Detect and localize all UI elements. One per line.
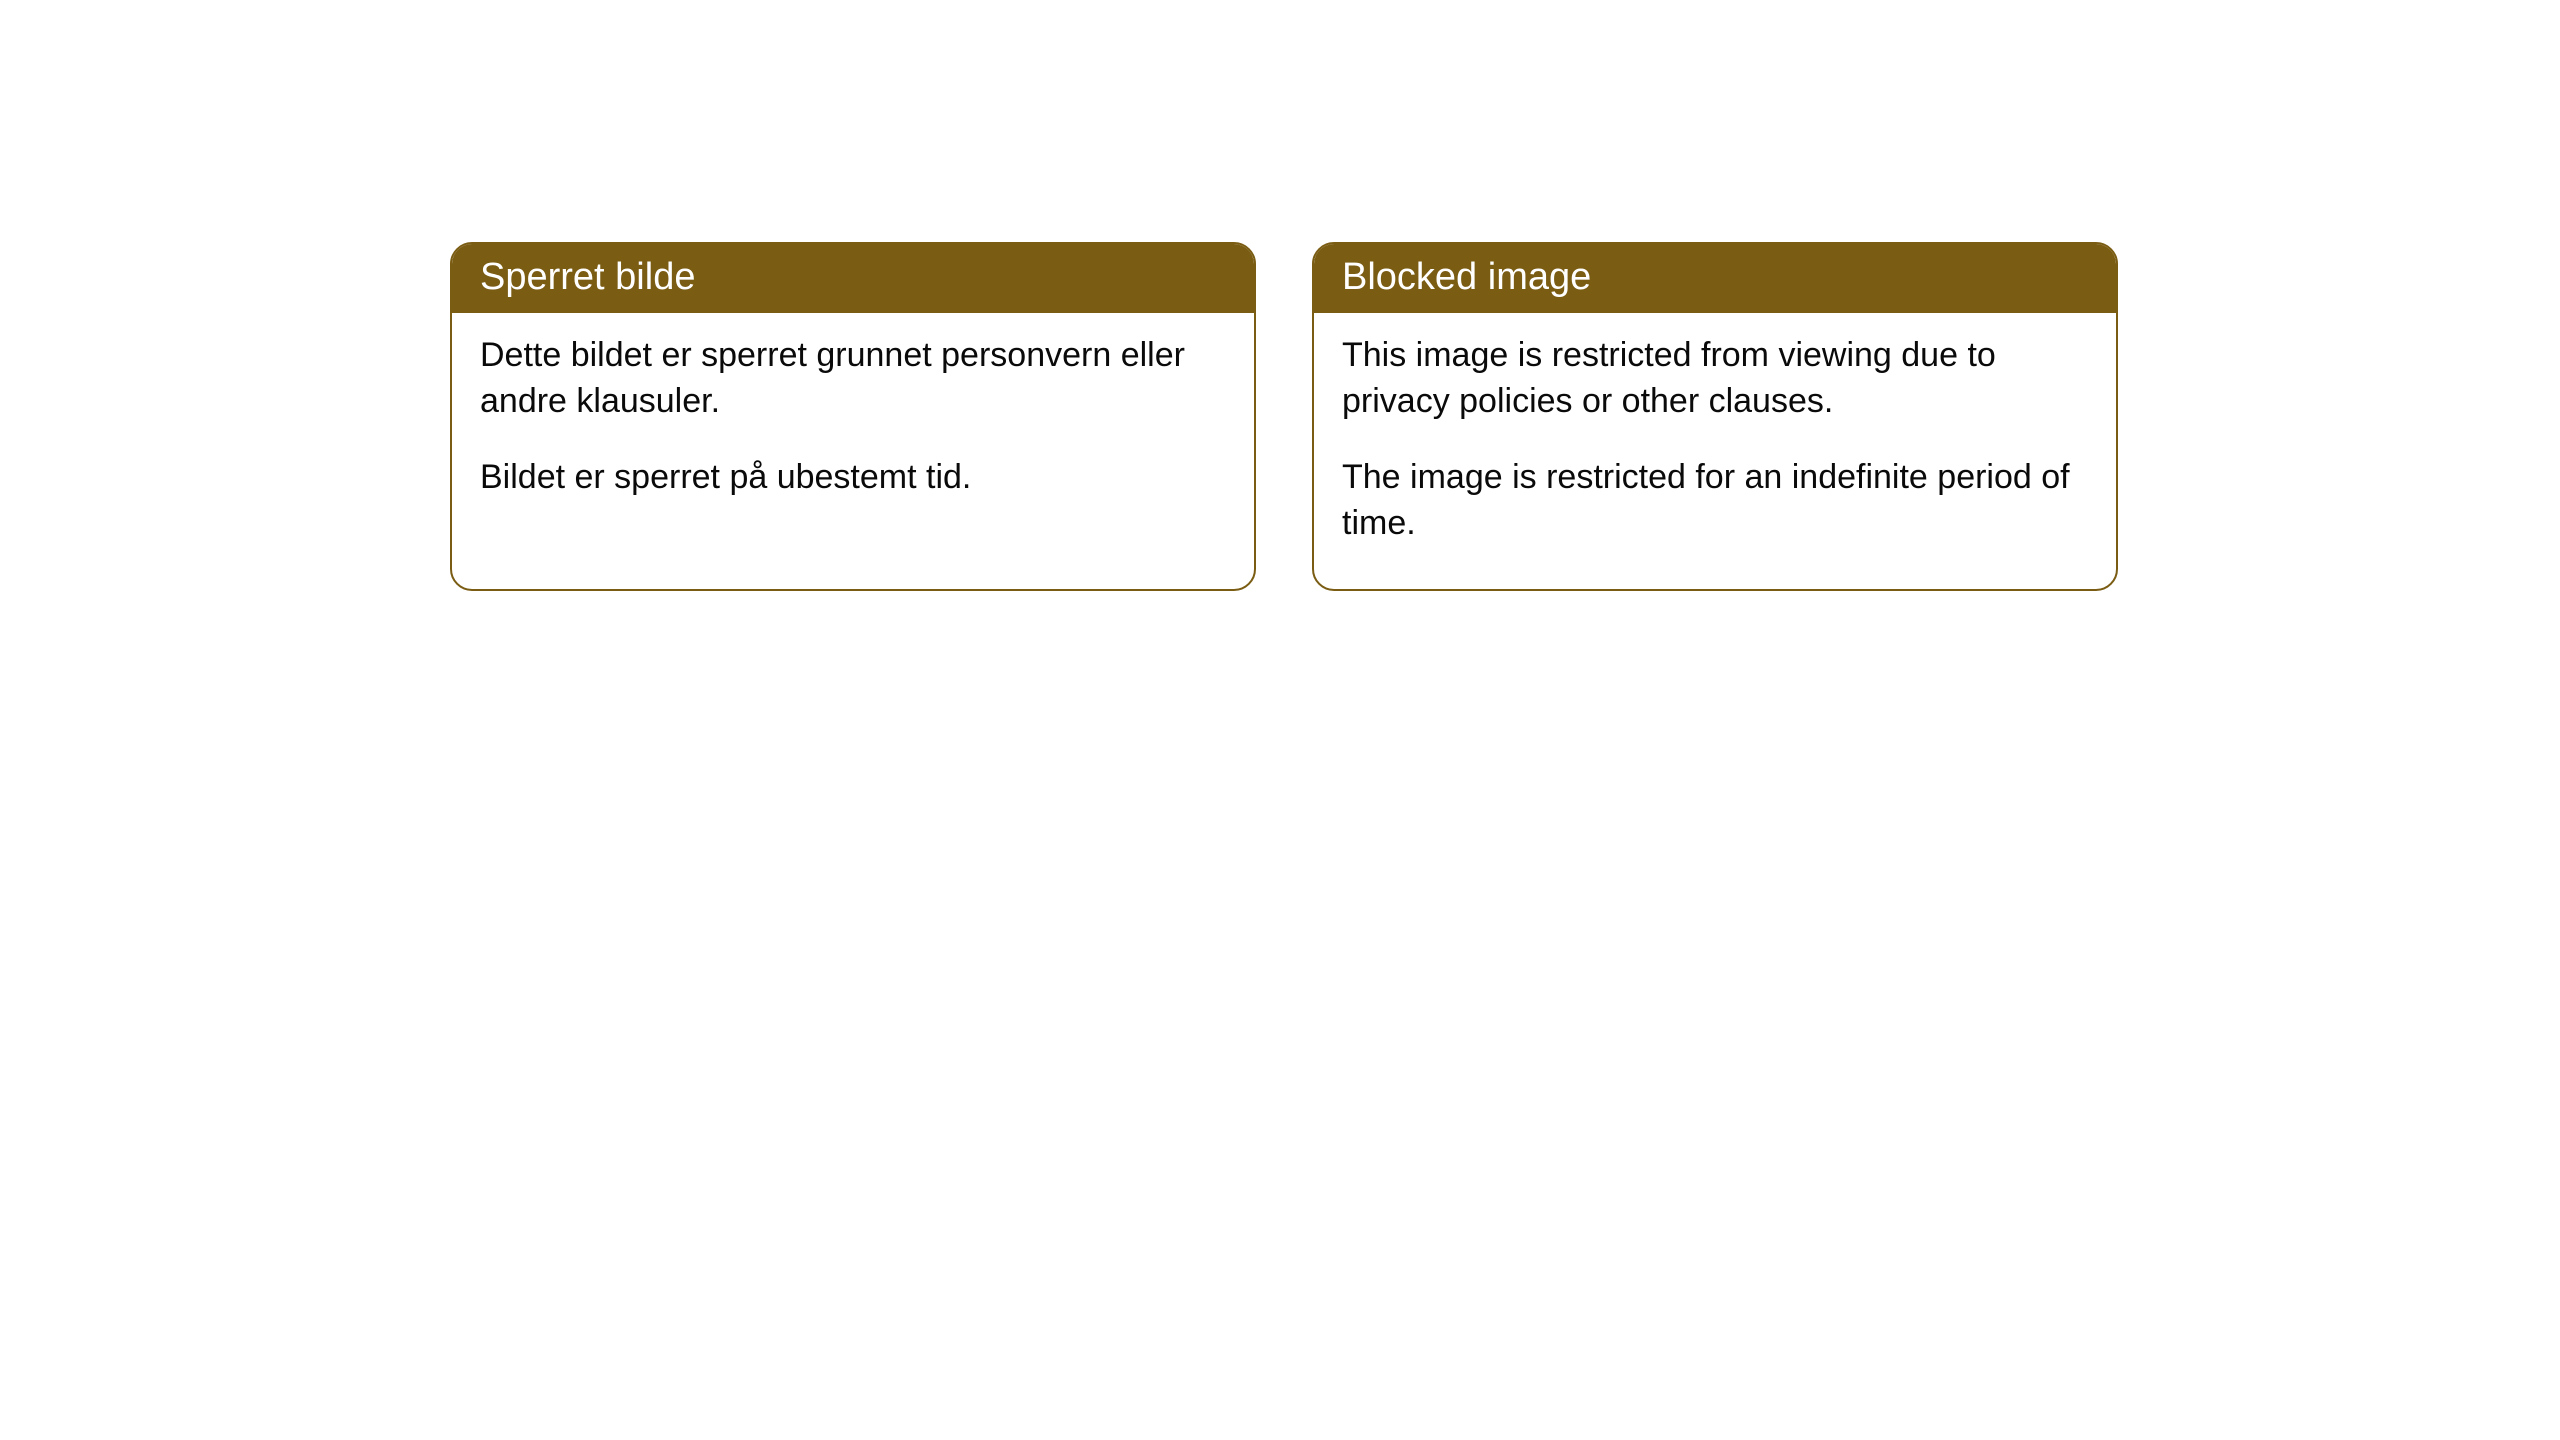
card-no-paragraph-1: Dette bildet er sperret grunnet personve… [480, 333, 1226, 425]
card-header-no: Sperret bilde [452, 244, 1254, 313]
card-body-en: This image is restricted from viewing du… [1314, 313, 2116, 589]
card-en-paragraph-2: The image is restricted for an indefinit… [1342, 455, 2088, 547]
blocked-image-card-no: Sperret bilde Dette bildet er sperret gr… [450, 242, 1256, 591]
cards-container: Sperret bilde Dette bildet er sperret gr… [450, 242, 2118, 591]
card-header-en: Blocked image [1314, 244, 2116, 313]
card-no-paragraph-2: Bildet er sperret på ubestemt tid. [480, 455, 1226, 501]
card-body-no: Dette bildet er sperret grunnet personve… [452, 313, 1254, 543]
card-en-paragraph-1: This image is restricted from viewing du… [1342, 333, 2088, 425]
blocked-image-card-en: Blocked image This image is restricted f… [1312, 242, 2118, 591]
